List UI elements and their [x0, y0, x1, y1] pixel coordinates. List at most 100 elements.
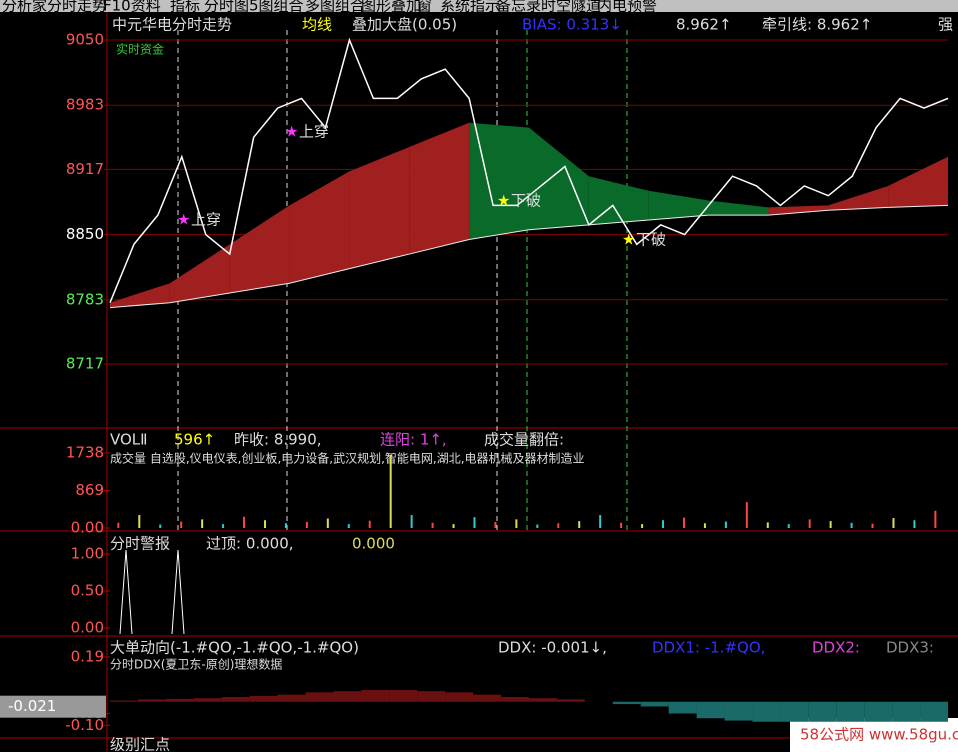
ddx-bar	[501, 697, 529, 702]
signal-label: 下破	[636, 231, 666, 249]
band	[469, 122, 529, 240]
volume-bar	[494, 521, 497, 528]
ddx-bar	[808, 701, 837, 722]
avg-line	[109, 204, 949, 309]
volume-bar	[724, 521, 727, 528]
ddx-bar	[920, 701, 948, 722]
signal-label: 上穿	[191, 211, 221, 229]
menu-item[interactable]: 多图组合	[305, 0, 365, 15]
band	[828, 185, 889, 211]
ddx3: DDX3:	[886, 639, 934, 657]
y-tick-label: 1738	[66, 444, 104, 462]
ddx-bar	[612, 701, 641, 705]
volume-bar	[745, 502, 748, 528]
menu-item[interactable]: 指标	[170, 0, 200, 15]
band	[529, 127, 589, 230]
volume-bar	[620, 522, 623, 528]
ddx-bar	[193, 698, 222, 702]
ddx-bar	[668, 701, 697, 714]
strong: 强	[938, 16, 953, 34]
y-tick-label: 0.00	[71, 619, 104, 637]
signal-star: ★	[285, 123, 298, 141]
band	[110, 283, 170, 308]
volume-bar	[557, 523, 560, 528]
signal-star: ★	[497, 192, 510, 210]
current-box	[0, 695, 106, 718]
ddx1: DDX1: -1.#QO,	[652, 639, 765, 657]
alert-value: 0.000	[352, 535, 395, 553]
volume-bar	[222, 524, 225, 528]
ddx-bar	[696, 701, 725, 719]
volume-bar	[243, 516, 246, 528]
y-tick-label: 8783	[66, 290, 104, 308]
ddx-title: 大单动向(-1.#QO,-1.#QO,-1.#QO)	[110, 639, 359, 657]
ddx-value: DDX: -0.001↓,	[498, 639, 607, 657]
band	[648, 190, 709, 220]
menu-item[interactable]: 分时走势	[47, 0, 107, 15]
rise: 连阳: 1↑,	[380, 431, 447, 449]
traction: 牵引线: 8.962↑	[762, 16, 872, 34]
volume-bar	[599, 515, 602, 528]
ddx-bar	[110, 700, 138, 702]
volume-bar	[368, 520, 371, 528]
y-tick-label: 8850	[66, 225, 104, 243]
volume-bar	[766, 522, 769, 528]
menu-item[interactable]: 5图组合	[249, 0, 304, 15]
volume-bar	[138, 515, 141, 528]
menu-item[interactable]: 窗	[417, 0, 432, 15]
volume-bar	[913, 520, 916, 528]
volume-bar	[641, 524, 644, 528]
menu-item[interactable]: 备忘录	[496, 0, 541, 15]
volume-bar	[578, 521, 581, 528]
ddx-bar	[389, 689, 418, 702]
ddx-bar	[305, 692, 334, 702]
menu-item[interactable]: 图形叠加	[361, 0, 421, 15]
bias-value: 8.962↑	[676, 16, 732, 34]
volume-bar	[703, 523, 706, 528]
menu-bar	[0, 0, 958, 12]
alert-title: 分时警报	[110, 535, 170, 553]
volume-bar	[787, 524, 790, 528]
ddx-bar	[165, 698, 194, 702]
ddx-bar	[892, 701, 921, 722]
signal-label: 上穿	[299, 123, 329, 141]
ddx-bar	[137, 699, 166, 702]
y-tick-label: 869	[75, 481, 104, 499]
volume-bar	[934, 510, 937, 528]
band	[289, 171, 350, 284]
vol-value: 596↑	[174, 431, 215, 449]
menu-item[interactable]: 分时图	[204, 0, 249, 15]
y-tick-label: 0.19	[71, 648, 104, 666]
band	[888, 156, 948, 208]
volume-bar	[431, 522, 434, 528]
menu-item[interactable]: 系统指示	[440, 0, 500, 15]
menu-item[interactable]: F10资料	[103, 0, 161, 15]
bias: BIAS: 0.313↓	[522, 16, 622, 34]
ddx-bar	[361, 689, 390, 702]
ddx-bar	[529, 698, 557, 702]
volume-bar	[263, 520, 266, 528]
volume-bar	[473, 517, 476, 528]
volume-bar	[536, 524, 539, 528]
menu-item[interactable]: 分析家	[2, 0, 47, 15]
title: 中元华电分时走势	[112, 16, 232, 34]
avg-label: 均线	[302, 16, 332, 34]
signal-label: 下破	[511, 192, 541, 210]
band	[169, 244, 230, 303]
alert-text: 过顶: 0.000,	[206, 535, 294, 553]
ddx-bar	[780, 701, 809, 722]
footer: 级别汇点	[110, 736, 170, 752]
vol-tags: 成交量 自选股,仪电仪表,创业板,电力设备,武汉规划,智能电网,湖北,电器机械及…	[110, 451, 585, 466]
y-tick-label: -0.10	[65, 716, 104, 734]
menu-item[interactable]: 内电预警	[597, 0, 657, 15]
band	[349, 147, 410, 269]
alert-spikes	[119, 549, 185, 635]
signal-lines	[177, 30, 628, 530]
volume-bar	[808, 519, 811, 528]
fund-label: 实时资金	[116, 42, 164, 57]
menu-item[interactable]: 时空隧道	[541, 0, 601, 15]
band	[768, 205, 829, 216]
ddx-sub: 分时DDX(夏卫东-原创)理想数据	[110, 657, 282, 672]
y-tick-label: 9050	[66, 31, 104, 49]
volume-bar	[389, 454, 392, 528]
